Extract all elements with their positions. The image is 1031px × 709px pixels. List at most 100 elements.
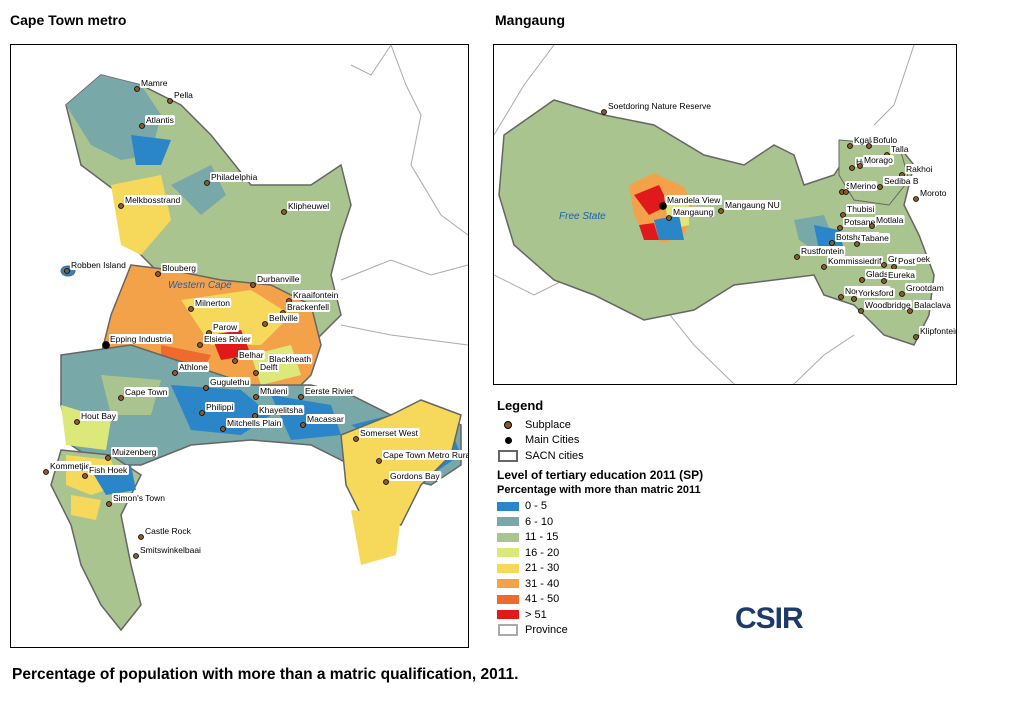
csir-logo-text: CSIR — [735, 602, 804, 635]
place-label: Kommissiedrif — [828, 256, 882, 266]
place-label: Belhar — [239, 350, 264, 360]
subplace-marker[interactable] — [253, 394, 259, 400]
place-label: Epping Industria — [110, 334, 172, 344]
legend-class: 11 - 15 — [497, 530, 757, 546]
place-label: Somerset West — [360, 428, 419, 438]
subplace-marker[interactable] — [858, 308, 864, 314]
main-city-dot-icon — [504, 436, 512, 444]
place-label: Bofulo — [873, 135, 897, 145]
subplace-marker[interactable] — [167, 98, 173, 104]
sacn-outline-icon — [498, 449, 518, 462]
legend-class: 16 - 20 — [497, 545, 757, 561]
place-label: Delft — [260, 362, 278, 372]
subplace-marker[interactable] — [838, 294, 844, 300]
subplace-marker[interactable] — [851, 296, 857, 302]
subplace-marker[interactable] — [106, 501, 112, 507]
csir-logo: CSIR — [735, 602, 804, 642]
subplace-marker[interactable] — [64, 268, 70, 274]
place-label: Merino — [850, 181, 876, 191]
subplace-marker[interactable] — [250, 282, 256, 288]
subplace-marker[interactable] — [821, 264, 827, 270]
subplace-marker[interactable] — [138, 534, 144, 540]
subplace-marker[interactable] — [881, 278, 887, 284]
subplace-marker[interactable] — [829, 240, 835, 246]
subplace-marker[interactable] — [913, 196, 919, 202]
subplace-marker[interactable] — [899, 291, 905, 297]
subplace-marker[interactable] — [204, 180, 210, 186]
subplace-marker[interactable] — [794, 254, 800, 260]
subplace-marker[interactable] — [43, 469, 49, 475]
subplace-marker[interactable] — [105, 455, 111, 461]
subplace-marker[interactable] — [881, 262, 887, 268]
subplace-marker[interactable] — [300, 422, 306, 428]
subplace-marker[interactable] — [188, 306, 194, 312]
subplace-marker[interactable] — [840, 212, 846, 218]
subplace-marker[interactable] — [74, 419, 80, 425]
place-label: Eureka — [888, 270, 915, 280]
place-label: Blackheath — [269, 354, 311, 364]
place-label: Mangaung — [673, 207, 713, 217]
subplace-marker[interactable] — [666, 215, 672, 221]
subplace-marker[interactable] — [203, 385, 209, 391]
place-label: Bellville — [269, 313, 298, 323]
subplace-marker[interactable] — [82, 473, 88, 479]
subplace-marker[interactable] — [843, 189, 849, 195]
subplace-marker[interactable] — [139, 123, 145, 129]
subplace-marker[interactable] — [232, 358, 238, 364]
place-label: Cape Town — [125, 387, 168, 397]
subplace-marker[interactable] — [877, 184, 883, 190]
place-label: Moroto — [920, 188, 947, 198]
subplace-marker[interactable] — [253, 370, 259, 376]
subplace-marker[interactable] — [353, 436, 359, 442]
subplace-marker[interactable] — [262, 321, 268, 327]
place-label: Kgalala — [854, 135, 883, 145]
subplace-marker[interactable] — [197, 342, 203, 348]
subplace-marker[interactable] — [133, 553, 139, 559]
legend-class: 0 - 5 — [497, 499, 757, 515]
subplace-marker[interactable] — [118, 395, 124, 401]
place-label: Kraaifontein — [293, 290, 339, 300]
legend-class: 41 - 50 — [497, 592, 757, 608]
legend-swatch — [497, 610, 519, 620]
place-label: Mamre — [141, 78, 168, 88]
cape-town-map[interactable]: Western Cape Mamre Pella Atlantis Philadelp… — [10, 44, 469, 648]
place-label: Mandela View — [667, 195, 721, 205]
subplace-marker[interactable] — [172, 370, 178, 376]
subplace-marker[interactable] — [718, 208, 724, 214]
legend-class: 6 - 10 — [497, 514, 757, 530]
subplace-marker[interactable] — [281, 209, 287, 215]
place-label: Philadelphia — [211, 172, 258, 182]
place-label: Robben Island — [71, 260, 126, 270]
subplace-marker[interactable] — [220, 426, 226, 432]
subplace-marker[interactable] — [376, 458, 382, 464]
subplace-marker[interactable] — [155, 271, 161, 277]
main-city-marker[interactable] — [102, 341, 110, 349]
subplace-marker[interactable] — [134, 86, 140, 92]
subplace-marker[interactable] — [298, 394, 304, 400]
subplace-marker[interactable] — [847, 143, 853, 149]
place-label: Milnerton — [195, 298, 230, 308]
subplace-marker[interactable] — [837, 225, 843, 231]
place-label: Brackenfell — [287, 302, 329, 312]
mangaung-map[interactable]: Free State Soetdoring Nature Reserve Kgal… — [493, 44, 957, 385]
subplace-marker[interactable] — [913, 334, 919, 340]
subplace-marker[interactable] — [601, 109, 607, 115]
subplace-marker[interactable] — [383, 479, 389, 485]
subplace-marker[interactable] — [857, 163, 863, 169]
main-city-marker[interactable] — [659, 202, 667, 210]
subplace-marker[interactable] — [849, 165, 855, 171]
caption: Percentage of population with more than … — [12, 666, 519, 683]
subplace-marker[interactable] — [866, 143, 872, 149]
legend-sacn-label: SACN cities — [525, 449, 584, 462]
subplace-marker[interactable] — [199, 410, 205, 416]
place-label: Sediba B — [884, 176, 919, 186]
place-label: Klipfontein — [920, 326, 956, 336]
subplace-marker[interactable] — [118, 203, 124, 209]
subplace-marker[interactable] — [854, 241, 860, 247]
subplace-marker[interactable] — [869, 223, 875, 229]
subplace-marker[interactable] — [907, 308, 913, 314]
legend-swatch — [497, 501, 519, 511]
subplace-marker[interactable] — [859, 277, 865, 283]
place-label: Philippi — [206, 402, 234, 412]
legend-class-label: > 51 — [525, 608, 547, 621]
